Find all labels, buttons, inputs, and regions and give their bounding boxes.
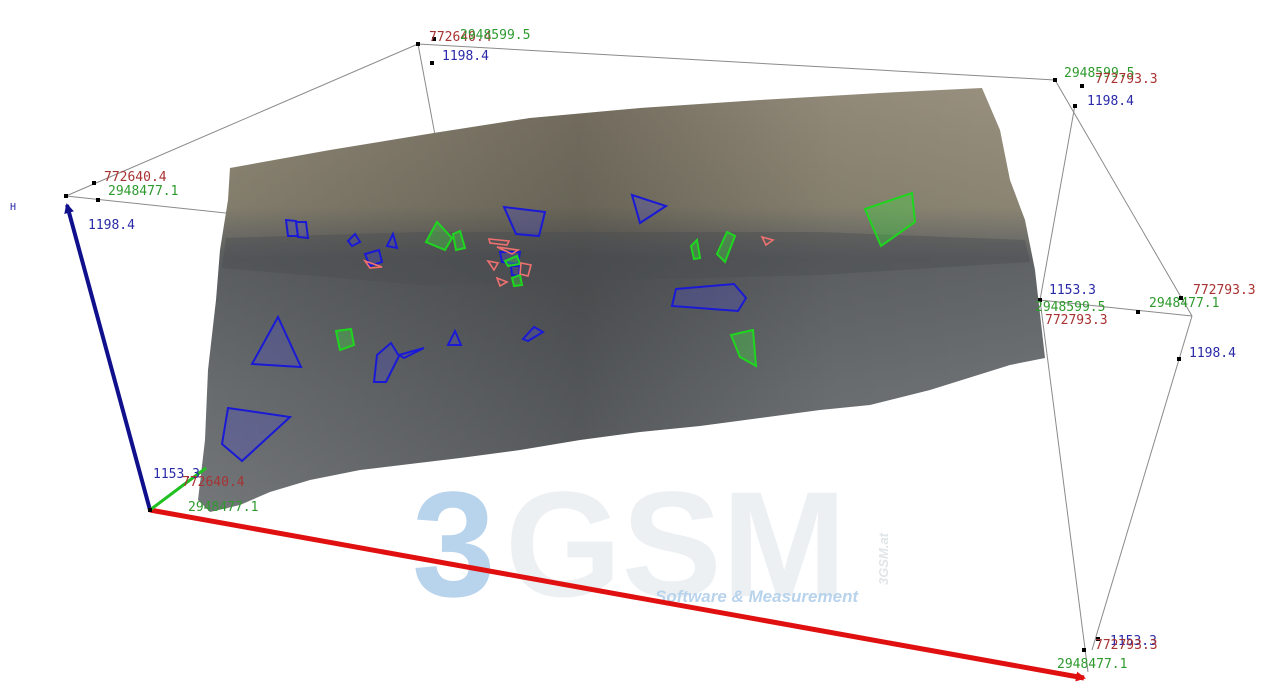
red-plane — [519, 262, 532, 277]
red-plane — [362, 259, 383, 269]
blue-plane — [250, 314, 303, 369]
red-plane — [496, 246, 521, 255]
easting-label: 772640.4 — [429, 30, 492, 45]
easting-label: 772793.3 — [1045, 313, 1108, 328]
green-plane — [451, 229, 467, 252]
corner-label-back-top-right: 2948599.5 772793.3 1198.4 — [1064, 66, 1158, 109]
blue-plane — [294, 221, 310, 240]
height-axis-letter: H — [10, 202, 16, 213]
red-plane — [487, 238, 511, 246]
watermark-letters: GSM — [505, 460, 847, 628]
red-plane — [760, 235, 775, 247]
northing-label: 2948599.5 — [1064, 66, 1134, 81]
corner-markers — [64, 37, 1183, 652]
blue-plane — [346, 232, 362, 248]
blue-plane — [385, 231, 399, 250]
corner-label-mid-right: 1153.3 2948599.5 772793.3 — [1035, 283, 1108, 328]
corner-label-back-top-left: 772640.4 2948599.5 1198.4 — [429, 28, 530, 64]
blue-plane — [630, 193, 669, 225]
green-plane — [689, 237, 702, 261]
green-plane — [715, 230, 737, 264]
easting-label: 772793.3 — [1095, 72, 1158, 87]
easting-label: 772640.4 — [104, 170, 167, 185]
blue-plane — [372, 341, 401, 383]
green-plane — [334, 327, 356, 352]
height-label: 1198.4 — [1189, 346, 1236, 361]
northing-label: 2948477.1 — [108, 184, 178, 199]
height-label: 1198.4 — [1087, 94, 1134, 109]
blue-plane — [220, 406, 293, 463]
easting-label: 772793.3 — [1095, 638, 1158, 653]
3gsm-watermark-logo: 3 GSM Software & Measurement 3GSM.at — [412, 460, 891, 628]
watermark-digit: 3 — [412, 460, 495, 628]
green-plane — [503, 254, 522, 268]
easting-label: 772640.4 — [182, 475, 245, 490]
height-label: 1198.4 — [442, 49, 489, 64]
green-plane — [863, 191, 917, 248]
corner-label-origin: 1153.3 772640.4 2948477.1 — [153, 467, 258, 515]
northing-label: 2948477.1 — [1057, 657, 1127, 672]
green-plane — [424, 220, 454, 252]
joint-set-green — [334, 191, 917, 368]
joint-set-blue — [220, 193, 748, 463]
blue-plane — [446, 328, 463, 346]
watermark-tagline: Software & Measurement — [655, 587, 859, 606]
easting-axis-arrow — [149, 507, 1086, 682]
northing-label: 2948477.1 — [188, 500, 258, 515]
joint-set-red — [362, 235, 775, 288]
height-label: 1198.4 — [88, 218, 135, 233]
corner-label-front-top-left: 772640.4 2948477.1 1198.4 — [88, 170, 178, 233]
rock-face-model[interactable] — [198, 88, 1045, 512]
height-label: 1153.3 — [1110, 634, 1157, 649]
green-plane — [510, 273, 524, 288]
green-plane — [729, 328, 758, 368]
height-axis-arrow — [64, 203, 152, 511]
height-label: 1153.3 — [1049, 283, 1096, 298]
corner-label-front-top-right: 772793.3 2948477.1 1198.4 — [1149, 283, 1256, 361]
height-label: 1153.3 — [153, 467, 200, 482]
northing-axis-arrow — [149, 466, 207, 512]
northing-label: 2948599.5 — [460, 28, 530, 43]
watermark-vertical-text: 3GSM.at — [876, 532, 891, 585]
northing-label: 2948599.5 — [1035, 300, 1105, 315]
red-plane — [486, 259, 500, 272]
northing-label: 2948477.1 — [1149, 296, 1219, 311]
coordinate-axes: H — [10, 202, 1086, 682]
blue-plane — [396, 347, 425, 360]
blue-plane — [670, 282, 748, 313]
blue-plane — [502, 205, 547, 238]
corner-label-bottom-right: 1153.3 772793.3 2948477.1 — [1057, 634, 1158, 672]
blue-plane — [521, 325, 545, 343]
red-plane — [495, 276, 509, 288]
easting-label: 772793.3 — [1193, 283, 1256, 298]
